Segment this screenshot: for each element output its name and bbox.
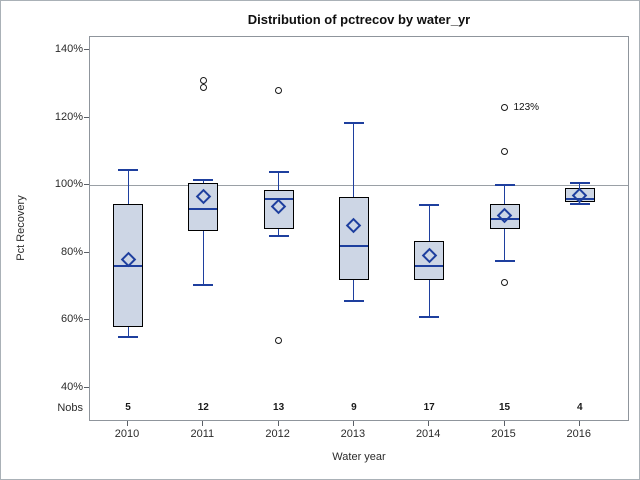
x-tick-mark <box>277 421 279 426</box>
y-tick-label: 60% <box>60 313 83 325</box>
median-line <box>415 265 444 267</box>
box-q1-q3 <box>338 196 369 280</box>
whisker-line <box>202 179 204 285</box>
box-q1-q3 <box>414 240 445 280</box>
y-tick-mark <box>84 116 89 118</box>
outlier-marker <box>501 279 508 287</box>
whisker-cap <box>118 335 138 338</box>
nobs-value: 12 <box>197 402 209 413</box>
nobs-value: 17 <box>423 402 435 413</box>
y-tick-mark <box>84 184 89 185</box>
outlier-marker <box>275 87 283 94</box>
x-axis-title: Water year <box>332 451 386 463</box>
box-q1-q3 <box>489 203 520 229</box>
median-line <box>189 207 218 210</box>
outlier-marker <box>199 76 207 84</box>
whisker-cap <box>419 204 440 207</box>
whisker-cap <box>268 234 289 237</box>
nobs-value: 5 <box>125 402 131 413</box>
box-q1-q3 <box>263 190 294 229</box>
x-tick-mark <box>503 421 505 426</box>
whisker-cap <box>569 202 590 205</box>
y-tick-label: 140% <box>54 43 83 55</box>
nobs-value: 9 <box>351 402 357 413</box>
x-tick-label: 2010 <box>114 428 140 440</box>
x-tick-label: 2013 <box>340 428 366 440</box>
nobs-value: 13 <box>273 402 285 413</box>
y-axis-title: Pct Recovery <box>15 195 27 261</box>
outlier-marker <box>501 147 508 155</box>
whisker-cap <box>343 121 364 124</box>
whisker-cap <box>343 300 364 303</box>
x-tick-label: 2012 <box>265 428 290 440</box>
x-tick-mark <box>578 421 580 426</box>
x-tick-label: 2014 <box>415 428 441 440</box>
whisker-cap <box>569 182 590 185</box>
outlier-marker <box>275 336 283 344</box>
whisker-cap <box>268 170 289 173</box>
whisker-cap <box>193 178 214 181</box>
outlier-marker <box>199 83 207 91</box>
y-tick-label: 80% <box>60 245 83 258</box>
x-tick-mark <box>202 421 204 426</box>
x-tick-label: 2011 <box>190 428 215 440</box>
outlier-marker <box>501 103 508 111</box>
nobs-value: 4 <box>577 402 583 413</box>
whisker-cap <box>494 259 515 262</box>
median-line <box>114 265 142 267</box>
whisker-cap <box>419 315 440 318</box>
plot-frame: 5 12 13 9 17 123% 15 4 <box>89 36 629 421</box>
x-tick-label: 2016 <box>566 428 592 440</box>
box-q1-q3 <box>188 183 219 231</box>
whisker-cap <box>118 168 138 171</box>
median-line <box>264 197 293 200</box>
median-line <box>490 217 519 220</box>
median-line <box>565 197 594 200</box>
y-tick-mark <box>84 49 89 50</box>
outlier-label: 123% <box>513 102 540 114</box>
x-tick-mark <box>352 421 354 426</box>
y-tick-label: 40% <box>60 380 83 393</box>
y-tick-mark <box>84 251 89 253</box>
y-tick-label: 100% <box>54 178 83 190</box>
nobs-header: Nobs <box>57 402 83 414</box>
whisker-cap <box>494 184 515 186</box>
x-tick-mark <box>127 421 128 426</box>
median-line <box>339 244 368 247</box>
whisker-cap <box>193 283 214 286</box>
x-tick-mark <box>428 421 430 426</box>
reference-line-100 <box>90 185 628 186</box>
chart-title: Distribution of pctrecov by water_yr <box>247 12 471 27</box>
nobs-value: 15 <box>498 402 511 413</box>
y-tick-mark <box>84 386 89 388</box>
y-tick-mark <box>84 319 89 320</box>
x-tick-label: 2015 <box>491 428 516 440</box>
y-tick-label: 120% <box>54 110 83 123</box>
